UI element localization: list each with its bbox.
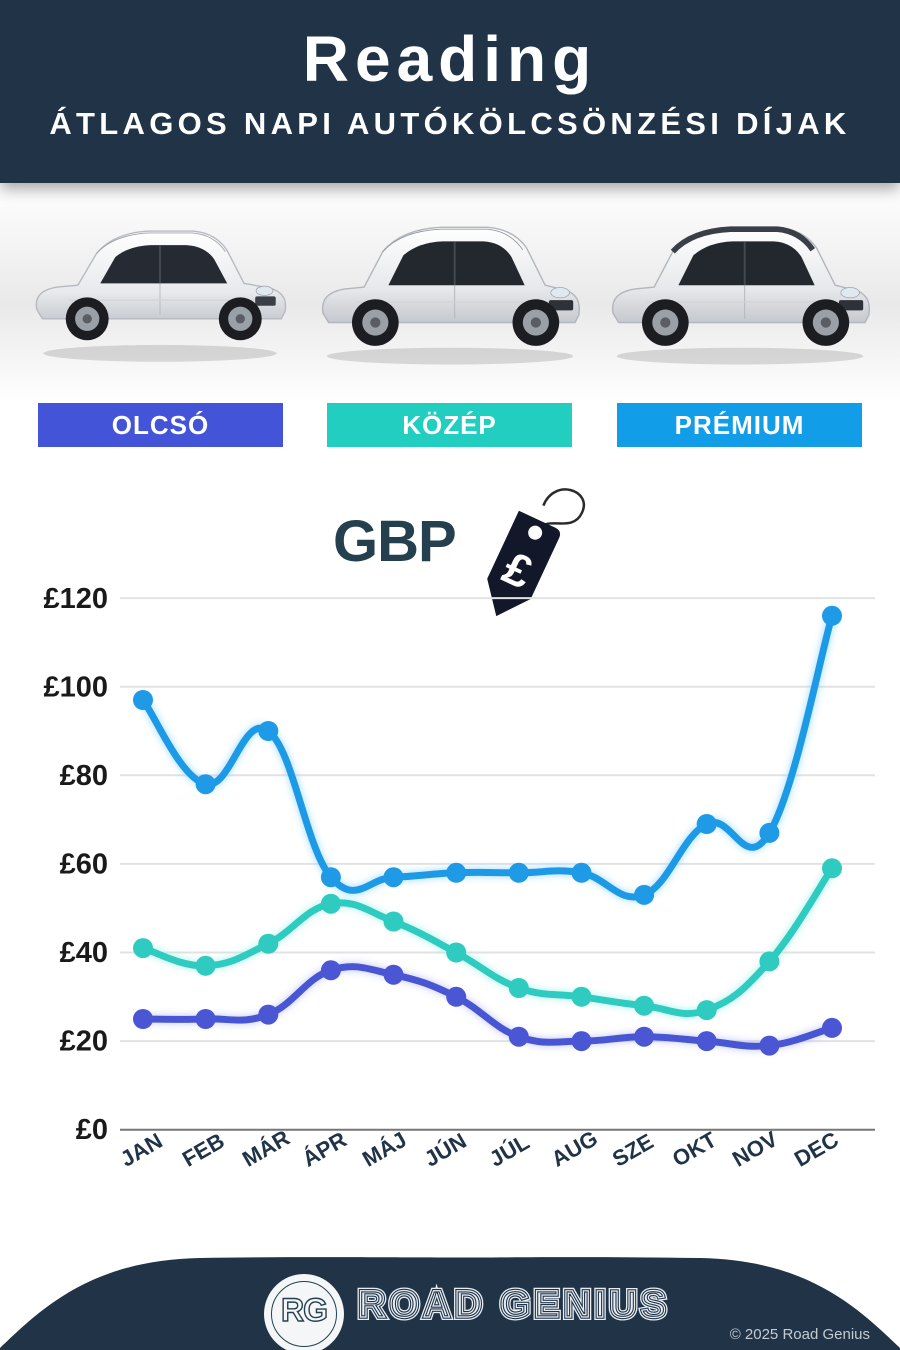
svg-text:£120: £120 bbox=[43, 583, 108, 615]
svg-text:£0: £0 bbox=[76, 1114, 108, 1146]
svg-text:£20: £20 bbox=[60, 1026, 108, 1058]
svg-text:£40: £40 bbox=[60, 937, 108, 969]
svg-text:£60: £60 bbox=[60, 849, 108, 881]
svg-text:£100: £100 bbox=[43, 672, 108, 704]
svg-text:£80: £80 bbox=[60, 760, 108, 792]
